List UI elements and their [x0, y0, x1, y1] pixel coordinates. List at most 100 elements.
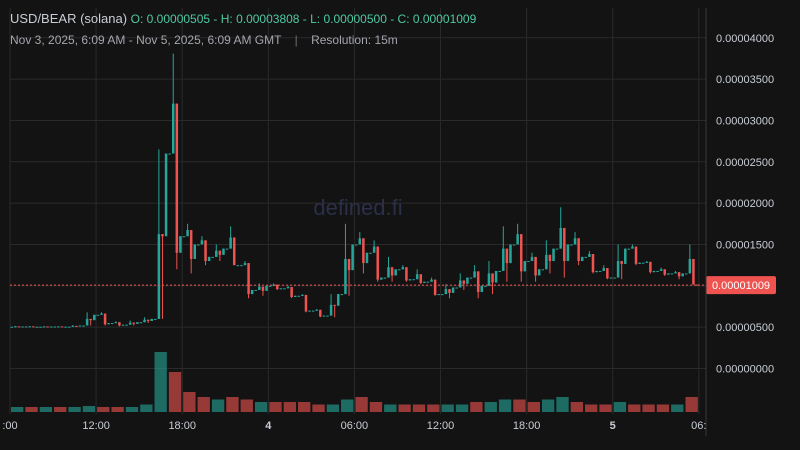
- candle-body: [498, 270, 501, 272]
- x-tick-label: 5: [610, 420, 616, 432]
- candle-body: [179, 236, 182, 253]
- candle-body: [641, 262, 645, 264]
- candle-body: [430, 279, 433, 282]
- candle-body: [128, 322, 132, 325]
- candle-body: [315, 309, 318, 311]
- candle-body: [645, 261, 649, 263]
- candle-body: [563, 227, 566, 262]
- candle-body: [505, 248, 509, 264]
- candle-body: [232, 237, 236, 266]
- candle-body: [652, 270, 656, 273]
- candle-body: [171, 103, 175, 154]
- candle-body: [484, 285, 487, 287]
- candle-body: [552, 248, 555, 262]
- volume-bar: [111, 407, 124, 412]
- candle-body: [677, 272, 681, 277]
- volume-bar: [570, 402, 584, 412]
- candle-body: [146, 319, 150, 321]
- candle-body: [598, 270, 602, 272]
- candle-body: [261, 286, 265, 291]
- y-tick-label: 0.00003000: [716, 115, 774, 127]
- volume-bar: [513, 399, 526, 412]
- volume-bar: [254, 402, 268, 412]
- candle-body: [121, 324, 125, 326]
- volume-bar: [283, 402, 297, 412]
- chart-header: USD/BEAR (solana) O: 0.00000505 - H: 0.0…: [10, 11, 476, 26]
- y-tick-label: 0.00001500: [716, 239, 774, 251]
- candle-body: [118, 322, 121, 326]
- candle-body: [276, 284, 279, 290]
- volume-bar: [140, 404, 153, 412]
- volume-bar: [125, 407, 139, 412]
- candle-body: [250, 289, 254, 295]
- x-tick-label: 12:00: [427, 420, 455, 432]
- candle-body: [516, 234, 519, 245]
- volume-bar: [168, 372, 182, 412]
- volume-bar: [441, 404, 454, 412]
- candle-body: [326, 315, 329, 317]
- y-tick-label: 0.00002000: [716, 198, 774, 210]
- candle-body: [606, 268, 609, 279]
- candle-body: [347, 258, 351, 271]
- candle-body: [132, 322, 136, 324]
- volume-bar: [656, 404, 670, 412]
- candle-body: [218, 250, 222, 255]
- candle-body: [161, 234, 164, 237]
- candle-body: [688, 258, 692, 274]
- candle-body: [681, 273, 684, 277]
- candle-body: [60, 326, 64, 328]
- candle-body: [613, 277, 616, 279]
- volume-bar: [527, 402, 540, 412]
- candle-body: [279, 288, 283, 290]
- candle-body: [265, 285, 268, 291]
- volume-bar: [154, 352, 167, 412]
- candle-body: [46, 326, 49, 328]
- candle-body: [659, 269, 663, 271]
- candle-body: [602, 268, 606, 271]
- candle-body: [189, 230, 193, 259]
- candle-body: [512, 244, 516, 246]
- candle-body: [301, 294, 304, 296]
- x-tick-label: 18:00: [168, 420, 196, 432]
- candle-body: [674, 272, 677, 274]
- candle-body: [204, 240, 207, 262]
- candle-body: [50, 326, 53, 328]
- candle-body: [175, 103, 179, 253]
- y-tick-label: 0.00000500: [716, 322, 774, 334]
- volume-bar: [226, 397, 239, 412]
- candle-body: [473, 271, 476, 278]
- candle-body: [527, 261, 530, 263]
- candle-body: [344, 258, 347, 295]
- volume-bar: [427, 404, 440, 412]
- candle-body: [383, 277, 387, 279]
- volume-bar: [671, 404, 684, 412]
- candle-body: [139, 322, 143, 324]
- candle-body: [243, 263, 247, 266]
- candle-body: [293, 295, 297, 297]
- candle-body: [319, 309, 322, 317]
- candle-body: [588, 253, 591, 257]
- candle-body: [362, 238, 365, 264]
- y-tick-label: 0.00002500: [716, 157, 774, 169]
- candle-body: [627, 248, 631, 250]
- candle-body: [225, 248, 229, 250]
- volume-bar: [326, 404, 340, 412]
- candle-body: [695, 284, 699, 286]
- candle-body: [182, 236, 186, 238]
- candle-body: [304, 294, 308, 312]
- candle-body: [584, 256, 588, 258]
- candle-body: [412, 279, 415, 281]
- candle-body: [638, 262, 641, 264]
- volume-bar: [556, 397, 569, 412]
- candle-body: [685, 273, 688, 275]
- candle-body: [125, 324, 128, 326]
- candle-body: [85, 318, 89, 326]
- candle-body: [595, 270, 598, 273]
- candle-body: [351, 244, 354, 271]
- y-tick-label: 0.00000000: [716, 364, 774, 376]
- volume-bar: [685, 397, 698, 412]
- candle-body: [354, 244, 358, 246]
- pair-label: USD/BEAR (solana): [10, 11, 128, 26]
- candle-body: [286, 287, 290, 289]
